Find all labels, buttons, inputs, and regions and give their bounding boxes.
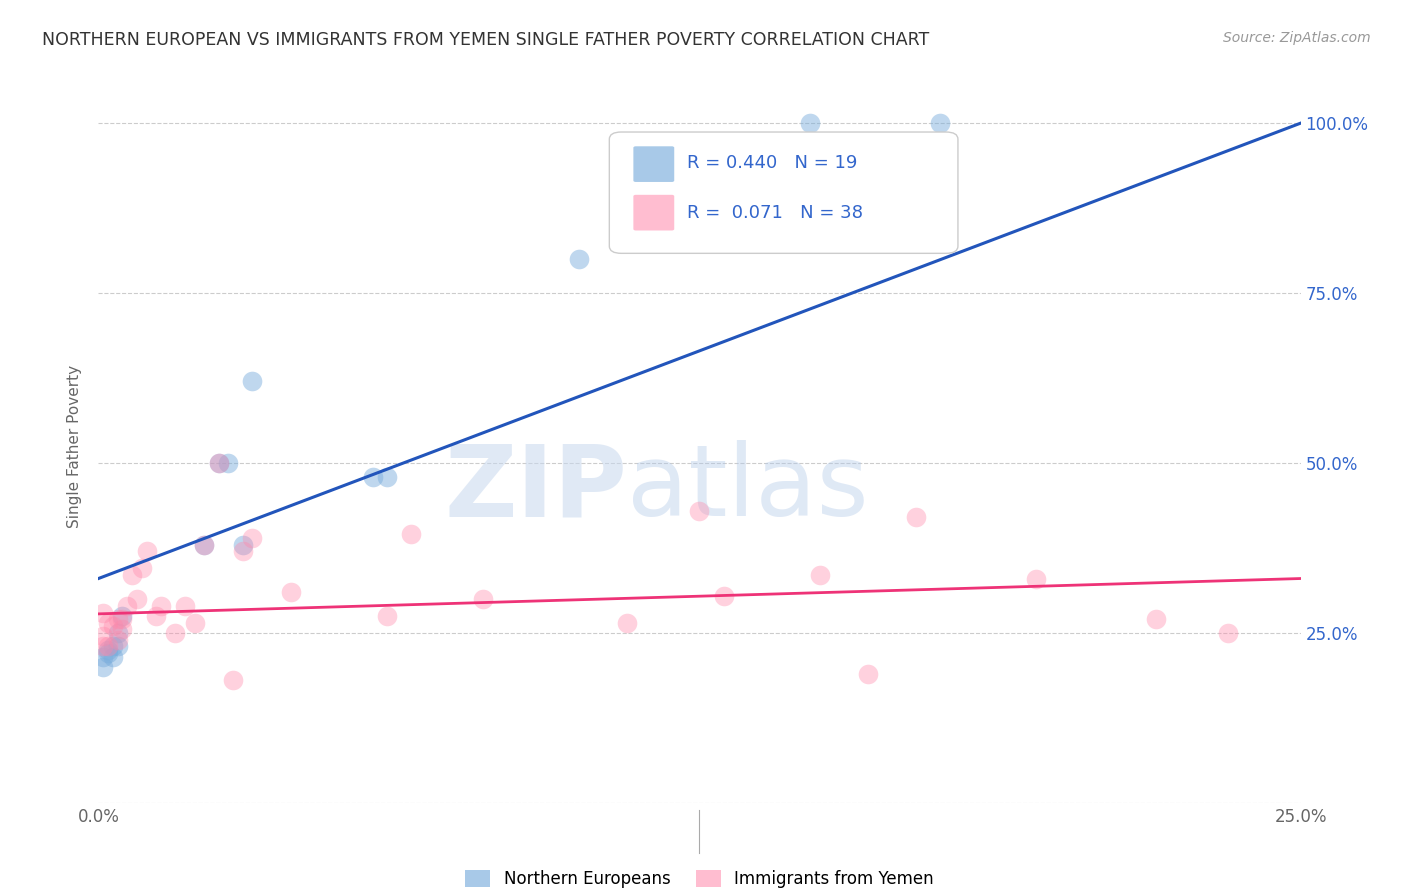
Point — [232, 537, 254, 551]
Point — [240, 375, 263, 389]
Point — [97, 615, 120, 630]
Point — [375, 608, 398, 623]
Point — [399, 527, 422, 541]
Point — [135, 544, 157, 558]
Text: Source: ZipAtlas.com: Source: ZipAtlas.com — [1223, 31, 1371, 45]
Point — [107, 632, 129, 647]
Text: R =  0.071   N = 38: R = 0.071 N = 38 — [688, 203, 863, 221]
Point — [689, 503, 711, 517]
Point — [208, 456, 231, 470]
Point — [799, 116, 821, 130]
Point — [1025, 572, 1047, 586]
Point — [125, 591, 148, 606]
Point — [91, 606, 114, 620]
Text: R = 0.440   N = 19: R = 0.440 N = 19 — [688, 153, 858, 171]
Point — [145, 608, 167, 623]
Point — [121, 568, 143, 582]
Point — [1218, 626, 1240, 640]
Point — [97, 643, 120, 657]
Point — [107, 612, 129, 626]
Point — [107, 640, 129, 654]
Point — [193, 537, 215, 551]
Point — [165, 626, 187, 640]
Point — [117, 599, 139, 613]
Point — [111, 612, 134, 626]
Legend: Northern Europeans, Immigrants from Yemen: Northern Europeans, Immigrants from Yeme… — [458, 863, 941, 892]
Point — [91, 660, 114, 674]
Point — [1144, 612, 1167, 626]
Point — [232, 544, 254, 558]
Point — [808, 568, 831, 582]
Text: NORTHERN EUROPEAN VS IMMIGRANTS FROM YEMEN SINGLE FATHER POVERTY CORRELATION CHA: NORTHERN EUROPEAN VS IMMIGRANTS FROM YEM… — [42, 31, 929, 49]
Point — [91, 629, 114, 643]
Point — [856, 666, 879, 681]
Point — [107, 626, 129, 640]
Point — [97, 640, 120, 654]
Point — [375, 469, 398, 483]
Point — [361, 469, 384, 483]
Point — [713, 589, 735, 603]
Point — [217, 456, 239, 470]
Point — [101, 649, 124, 664]
Point — [101, 640, 124, 654]
Point — [208, 456, 231, 470]
Point — [183, 615, 205, 630]
Point — [131, 561, 153, 575]
FancyBboxPatch shape — [633, 194, 675, 230]
Point — [280, 585, 302, 599]
Text: atlas: atlas — [627, 441, 869, 537]
Point — [616, 615, 638, 630]
Point — [91, 649, 114, 664]
Point — [97, 646, 120, 660]
Point — [928, 116, 950, 130]
Point — [149, 599, 172, 613]
Y-axis label: Single Father Poverty: Single Father Poverty — [67, 365, 83, 527]
Point — [472, 591, 495, 606]
Point — [904, 510, 927, 524]
FancyBboxPatch shape — [633, 146, 675, 182]
Point — [222, 673, 245, 688]
Point — [111, 623, 134, 637]
Point — [568, 252, 591, 266]
Text: ZIP: ZIP — [444, 441, 627, 537]
FancyBboxPatch shape — [609, 132, 957, 253]
Point — [193, 537, 215, 551]
Point — [101, 619, 124, 633]
Point — [174, 599, 197, 613]
Point — [240, 531, 263, 545]
Point — [91, 640, 114, 654]
Point — [111, 608, 134, 623]
